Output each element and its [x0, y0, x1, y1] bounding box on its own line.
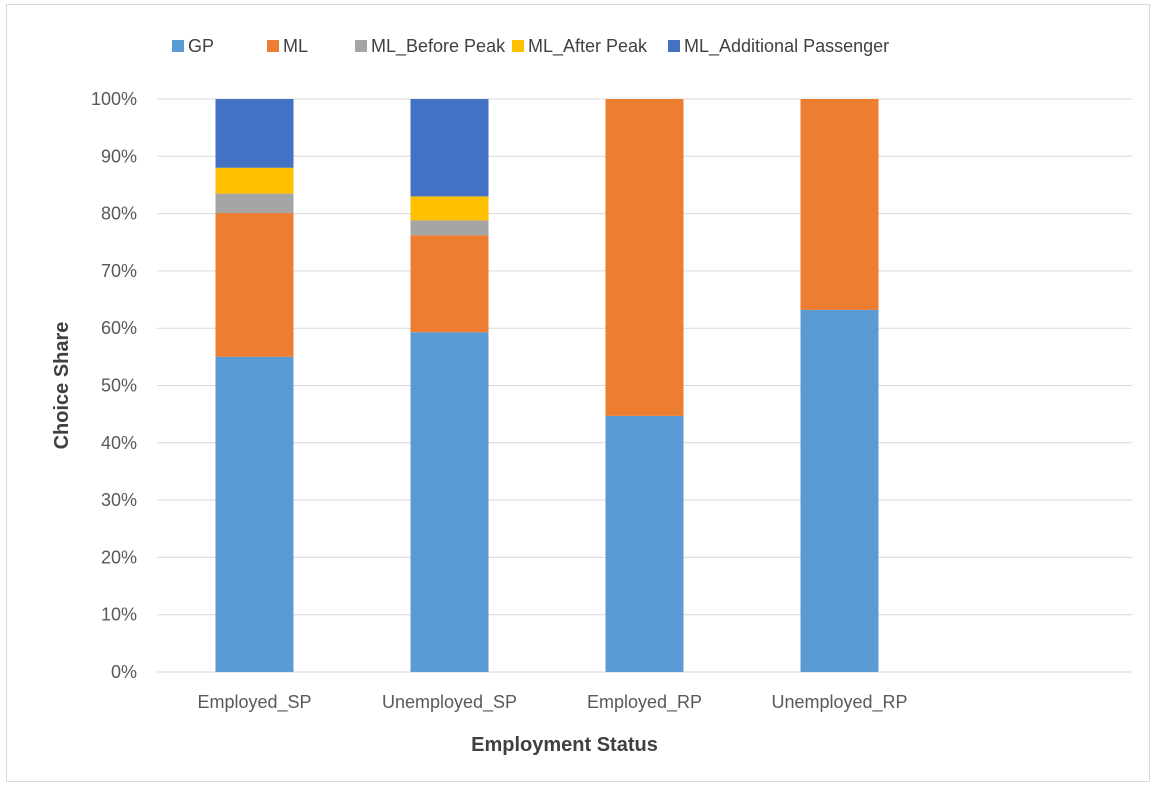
- bar-segment: [410, 220, 489, 236]
- legend-swatch: [267, 40, 279, 52]
- bar-segment: [410, 235, 489, 333]
- y-tick-label: 90%: [101, 146, 137, 166]
- legend-label: ML_Additional Passenger: [684, 36, 889, 57]
- y-tick-label: 60%: [101, 318, 137, 338]
- bar-segment: [410, 332, 489, 672]
- chart-frame: [6, 4, 1150, 782]
- y-tick-label: 0%: [111, 662, 137, 682]
- bar-segment: [215, 356, 294, 672]
- bar-segment: [800, 309, 879, 672]
- y-tick-label: 20%: [101, 547, 137, 567]
- y-tick-label: 30%: [101, 490, 137, 510]
- bar-segment: [215, 213, 294, 357]
- y-axis-ticks: 0% 10% 20% 30% 40% 50% 60% 70% 80% 90% 100%: [91, 89, 137, 682]
- legend-label: ML_Before Peak: [371, 36, 506, 57]
- bar-segment: [215, 167, 294, 194]
- y-axis-title: Choice Share: [51, 322, 73, 450]
- legend-swatch: [668, 40, 680, 52]
- x-tick-label: Unemployed_SP: [382, 692, 517, 713]
- x-axis-title: Employment Status: [471, 734, 658, 756]
- legend-label: GP: [188, 36, 214, 56]
- y-tick-label: 80%: [101, 204, 137, 224]
- x-tick-label: Employed_SP: [197, 692, 311, 713]
- bar-segment: [605, 99, 684, 416]
- bar-segment: [605, 415, 684, 672]
- legend-swatch: [512, 40, 524, 52]
- legend-label: ML: [283, 36, 308, 56]
- x-tick-label: Unemployed_RP: [771, 692, 907, 713]
- legend: GP ML ML_Before Peak ML_After Peak ML_Additi…: [172, 36, 889, 57]
- y-tick-label: 70%: [101, 261, 137, 281]
- bar-segment: [215, 193, 294, 214]
- bar-segment: [215, 99, 294, 168]
- y-tick-label: 50%: [101, 376, 137, 396]
- y-tick-label: 10%: [101, 605, 137, 625]
- bar-segment: [410, 196, 489, 221]
- legend-swatch: [172, 40, 184, 52]
- bar-segment: [410, 99, 489, 197]
- y-tick-label: 100%: [91, 89, 137, 109]
- x-axis-ticks: Employed_SP Unemployed_SP Employed_RP Unemp…: [197, 692, 907, 713]
- bars: [215, 99, 879, 672]
- bar-segment: [800, 99, 879, 310]
- legend-swatch: [355, 40, 367, 52]
- legend-label: ML_After Peak: [528, 36, 648, 57]
- y-tick-label: 40%: [101, 433, 137, 453]
- x-tick-label: Employed_RP: [587, 692, 702, 713]
